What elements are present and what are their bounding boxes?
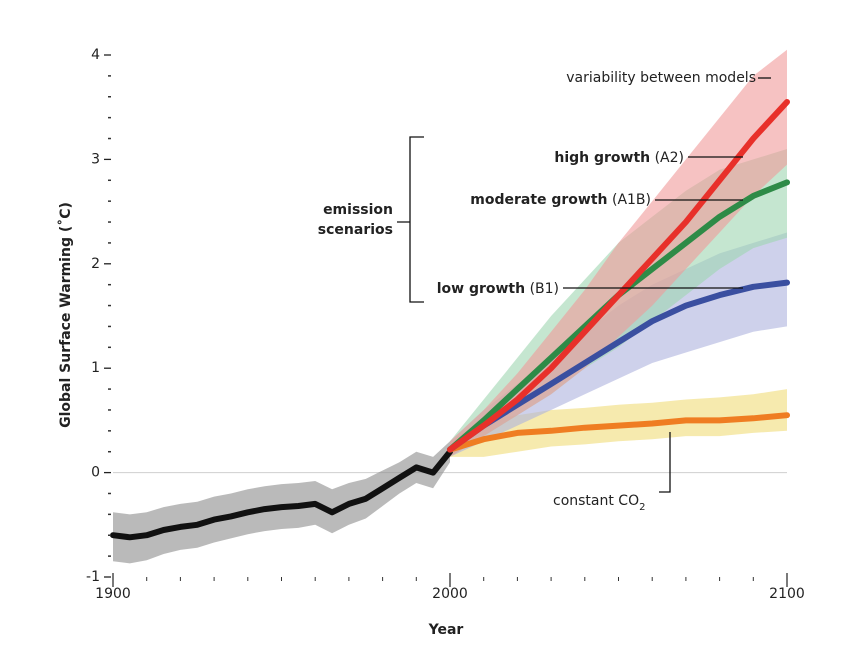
uncertainty-band	[113, 441, 450, 564]
annotation: high growth (A2)	[554, 150, 684, 166]
x-tick-label: 2100	[769, 586, 805, 602]
annotation: emission	[323, 202, 393, 218]
y-tick-label: 4	[91, 47, 100, 63]
annotation: variability between models	[566, 70, 756, 86]
uncertainty-band	[450, 49, 787, 457]
annotation: scenarios	[318, 222, 393, 238]
series-line	[447, 412, 790, 453]
series-line	[110, 448, 453, 541]
x-tick-label: 2000	[432, 586, 468, 602]
annotation: constant CO2	[553, 493, 645, 513]
axes: -1 0 1 2 3 4 1900 2000 2100	[86, 47, 805, 602]
y-tick-label: 0	[91, 465, 100, 481]
y-tick-label: 3	[91, 151, 100, 167]
y-tick-label: 2	[91, 256, 100, 272]
leader-line	[659, 432, 671, 493]
lines	[110, 99, 790, 541]
y-tick-label: -1	[86, 569, 100, 585]
series-line	[447, 99, 790, 453]
annotation: moderate growth (A1B)	[470, 192, 651, 208]
x-axis-title: Year	[428, 622, 464, 638]
y-axis-title: Global Surface Warming (˚C)	[57, 202, 74, 428]
bracket	[397, 136, 424, 303]
y-tick-label: 1	[91, 360, 100, 376]
annotation: low growth (B1)	[437, 281, 559, 297]
x-tick-label: 1900	[95, 586, 131, 602]
